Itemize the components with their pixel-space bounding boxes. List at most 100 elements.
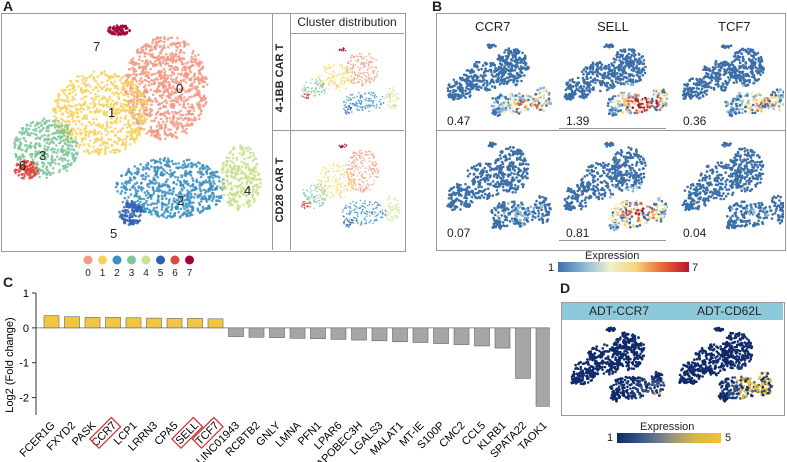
gene-sell: SELL [597,19,629,34]
bar-CCR7 [105,317,121,329]
expression-legend-min-d: 1 [607,432,614,444]
bars [43,315,550,407]
bar-MALAT1 [392,327,408,343]
y-tick-label: -2 [19,393,29,405]
bar-CPA5 [166,318,183,329]
row-label-cd28: CD28 CAR T [274,157,286,223]
cluster-label-6: 6 [19,158,26,173]
bar-TCF7 [207,318,224,329]
panel-a-label: A [3,0,14,14]
header-adt-ccr7: ADT-CCR7 [589,304,650,318]
cluster-label-0: 0 [176,81,183,96]
y-ticks: 1 0 -1 -2 [19,288,36,405]
bar-GNLY [269,327,285,338]
value-ccr7-cd28: 0.07 [447,226,471,240]
bar-FCER1G [43,315,60,329]
umap-main-clusters [13,24,262,226]
bar-FXYD2 [64,316,80,329]
feature-plots-41bb [446,43,784,118]
panel-a-umap: 0 1 2 3 4 5 6 7 [13,24,262,241]
panel-d-label: D [560,280,571,296]
legend-item-7: 7 [185,255,194,279]
expression-legend-title-b: Expression [585,250,640,262]
value-tcf7-cd28: 0.04 [683,226,707,240]
svg-text:1: 1 [100,268,106,279]
highlight-box-CCR7 [88,416,122,450]
bar-LINC01943 [228,327,244,337]
y-axis-label: Log2 (Fold change) [4,317,16,412]
svg-text:6: 6 [172,268,178,279]
row-label-41bb: 4-1BB CAR T [274,43,286,113]
cluster-distribution-title: Cluster distribution [297,15,397,29]
cluster-label-3: 3 [39,148,46,163]
highlight-box-TCF7 [191,416,224,450]
y-tick-label: 1 [23,288,29,300]
bar-CCL5 [474,327,490,347]
bar-SPATA22 [515,327,531,379]
y-tick-label: 0 [23,323,29,335]
bar-LMNA [289,327,306,339]
legend-item-4: 4 [141,255,151,279]
value-ccr7-41bb: 0.47 [447,114,471,128]
feature-plots-cd28 [446,141,784,232]
svg-text:4: 4 [143,268,149,279]
value-sell-cd28: 0.81 [566,226,590,240]
gene-tcf7: TCF7 [718,19,751,34]
adt-feature-plots [570,326,774,403]
gene-ccr7: CCR7 [475,19,511,34]
legend-item-1: 1 [98,255,107,279]
bar-LCP1 [125,317,142,329]
bar-SELL [187,318,203,329]
value-tcf7-41bb: 0.36 [683,114,707,128]
expression-legend-min-b: 1 [548,262,555,274]
bar-APOBEC3H [351,327,367,341]
legend-item-0: 0 [83,255,93,279]
panel-b-label: B [432,0,443,14]
umap-cluster-labels: 0 1 2 3 4 5 6 7 [19,39,251,241]
y-tick: 1 [23,288,36,300]
cluster-label-2: 2 [177,193,184,208]
legend-item-2: 2 [112,255,122,279]
value-sell-41bb: 1.39 [566,114,590,128]
y-tick: -1 [19,358,36,370]
legend-item-3: 3 [127,255,136,279]
bar-LGALS3 [371,327,388,342]
expression-legend-max-d: 5 [725,432,732,444]
legend-item-5: 5 [156,255,165,279]
panel-d-header [562,303,783,320]
y-tick: -2 [19,393,36,405]
bar-KLRB1 [494,327,511,349]
cluster-label-1: 1 [108,105,115,120]
bar-RCBTB2 [248,327,265,338]
svg-text:2: 2 [114,268,120,279]
cluster-label-7: 7 [93,39,100,54]
svg-text:3: 3 [129,268,135,279]
svg-text:7: 7 [187,268,193,279]
header-adt-cd62l: ADT-CD62L [697,304,762,318]
fold-change-chart: Log2 (Fold change) 1 0 -1 -2 FCER1GFXYD2PAS… [4,288,550,462]
cluster-label-5: 5 [110,226,117,241]
bar-LRRN3 [146,317,162,329]
expression-gradient-b [558,262,689,272]
panel-b-frame [436,13,786,251]
expression-legend-title-d: Expression [640,421,695,433]
bar-PASK [84,317,101,329]
y-tick-label: -1 [19,358,29,370]
expression-gradient-d [617,433,721,443]
legend-item-6: 6 [170,255,180,279]
expression-legend-max-b: 7 [692,262,699,274]
umap-41bb [301,47,401,115]
umap-cd28 [301,143,400,229]
bar-S100P [433,327,449,344]
panel-c-label: C [3,274,14,290]
highlight-box-SELL [170,416,204,450]
bar-PFN1 [310,327,326,339]
bar-LPAR6 [330,327,347,340]
x-tick-labels: FCER1GFXYD2PASKCCR7LCP1LRRN3CPA5SELLTCF7… [18,416,550,462]
svg-text:0: 0 [85,268,91,279]
svg-text:5: 5 [158,268,164,279]
y-tick: 0 [23,323,36,335]
cluster-label-4: 4 [244,183,251,198]
bar-MT-IE [412,327,429,343]
